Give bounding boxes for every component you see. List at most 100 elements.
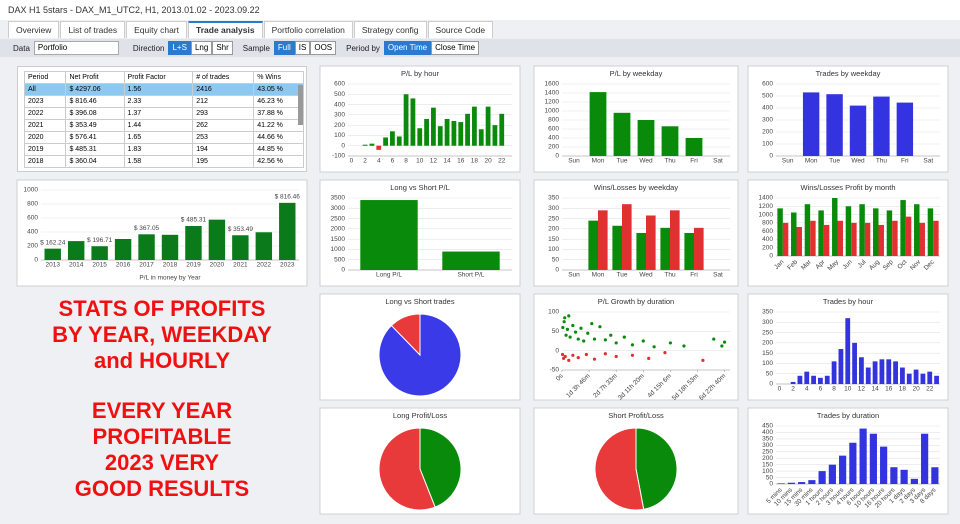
point: [565, 327, 570, 331]
y-tick-label: 300: [762, 442, 773, 449]
y-tick-label: 600: [334, 81, 345, 88]
chart-title: P/L Growth by duration: [598, 297, 674, 306]
x-tick-label: Fri: [690, 158, 698, 165]
x-tick-label: Sat: [923, 158, 933, 165]
point: [641, 339, 645, 343]
table-row[interactable]: 2023 $ 816.46 2.33 212 46.23 %: [23, 95, 304, 108]
x-tick-label: 10: [844, 386, 852, 393]
cell: 1.58: [123, 155, 194, 168]
bar: [255, 232, 273, 260]
table-row[interactable]: 2022 $ 396.08 1.37 293 37.88 %: [23, 107, 304, 120]
bar: [138, 234, 155, 260]
tab[interactable]: List of trades: [60, 21, 126, 38]
cell: 2023: [23, 95, 67, 108]
data-label: $ 367.05: [134, 225, 160, 232]
option-button[interactable]: OOS: [310, 41, 337, 55]
scrollbar[interactable]: [298, 85, 303, 125]
y-tick-label: 400: [548, 135, 559, 142]
x-tick-label: Jul: [857, 258, 868, 269]
bar: [869, 433, 877, 484]
table: Period Net Profit Profit Factor # of trades…: [23, 71, 304, 168]
cell: 1.44: [123, 119, 194, 132]
y-tick-label: 350: [762, 309, 773, 316]
toolbar: Data Portfolio Direction L+S Lng Shr Sampl…: [0, 39, 960, 57]
x-tick-label: 2018: [163, 262, 178, 269]
x-tick-label: Sun: [568, 272, 580, 279]
x-tick-label: 4: [377, 158, 381, 165]
select[interactable]: Portfolio: [33, 41, 119, 55]
cell: 44.66 %: [253, 131, 304, 144]
bar: [808, 480, 816, 484]
data-label: $ 485.31: [181, 217, 207, 224]
cell: 195: [192, 155, 255, 168]
option-button[interactable]: Open Time: [383, 41, 432, 55]
tab[interactable]: Overview: [8, 21, 60, 38]
option-button[interactable]: Full: [273, 41, 295, 55]
bar: [185, 226, 202, 260]
bar: [798, 482, 806, 484]
bar: [905, 216, 912, 256]
y-tick-label: 1200: [545, 99, 560, 106]
option-button[interactable]: Close Time: [431, 41, 480, 55]
bar: [791, 212, 797, 256]
bar: [879, 359, 885, 384]
chart-title: P/L by hour: [401, 69, 440, 78]
point: [568, 335, 572, 339]
table-row[interactable]: 2020 $ 576.41 1.65 253 44.66 %: [23, 131, 304, 144]
bar: [685, 138, 703, 156]
point: [592, 337, 597, 341]
option-button[interactable]: L+S: [168, 41, 191, 55]
table-row[interactable]: 2018 $ 360.04 1.58 195 42.56 %: [23, 155, 304, 168]
bar: [818, 471, 826, 484]
bar: [849, 105, 867, 156]
bar: [826, 94, 843, 156]
y-tick-label: 100: [334, 132, 345, 139]
x-tick-label: 2022: [257, 262, 272, 269]
y-tick-label: 0: [555, 347, 559, 354]
option-button[interactable]: Shr: [212, 41, 233, 55]
option-button[interactable]: IS: [294, 41, 311, 55]
cell: All: [23, 83, 67, 96]
bar: [442, 251, 500, 270]
bar: [444, 118, 450, 146]
bar: [598, 210, 608, 270]
option-button[interactable]: Lng: [190, 41, 213, 55]
table-row[interactable]: All $ 4297.06 1.56 2416 43.05 %: [23, 83, 304, 96]
y-tick-label: 200: [27, 243, 38, 250]
cell: $ 4297.06: [65, 83, 125, 96]
x-tick-label: 2019: [186, 262, 201, 269]
point: [603, 338, 607, 342]
y-tick-label: 300: [762, 319, 773, 326]
x-tick-label: Thu: [664, 272, 676, 279]
tab[interactable]: Source Code: [427, 21, 494, 38]
table-row[interactable]: 2019 $ 485.31 1.83 194 44.85 %: [23, 143, 304, 156]
tab[interactable]: Trade analysis: [188, 21, 263, 38]
x-tick-label: 2014: [69, 262, 84, 269]
cell: $ 396.08: [65, 107, 125, 120]
pie-slice: [419, 427, 462, 508]
tab[interactable]: Equity chart: [126, 21, 187, 38]
bar: [878, 224, 884, 256]
x-tick-label: 0: [350, 158, 354, 165]
bar: [44, 248, 61, 260]
label: Sample: [242, 43, 270, 53]
bar: [845, 318, 851, 384]
tab[interactable]: Portfolio correlation: [263, 21, 353, 38]
data-label: $ 162.24: [40, 239, 66, 246]
bar: [67, 241, 85, 260]
table-row[interactable]: 2021 $ 353.49 1.44 262 41.22 %: [23, 119, 304, 132]
bar: [927, 371, 933, 384]
y-tick-label: 50: [552, 256, 560, 263]
chart-title: Long Profit/Loss: [393, 411, 447, 420]
x-tick-label: 22: [926, 386, 934, 393]
tab-bar: Overview List of trades Equity chart Trade …: [8, 21, 494, 38]
bar: [824, 375, 830, 384]
point: [579, 326, 583, 330]
bar: [410, 98, 416, 146]
tab[interactable]: Strategy config: [353, 21, 427, 38]
bar: [589, 92, 607, 156]
panel: [747, 407, 949, 515]
bar: [837, 220, 843, 256]
y-tick-label: 600: [548, 126, 559, 133]
